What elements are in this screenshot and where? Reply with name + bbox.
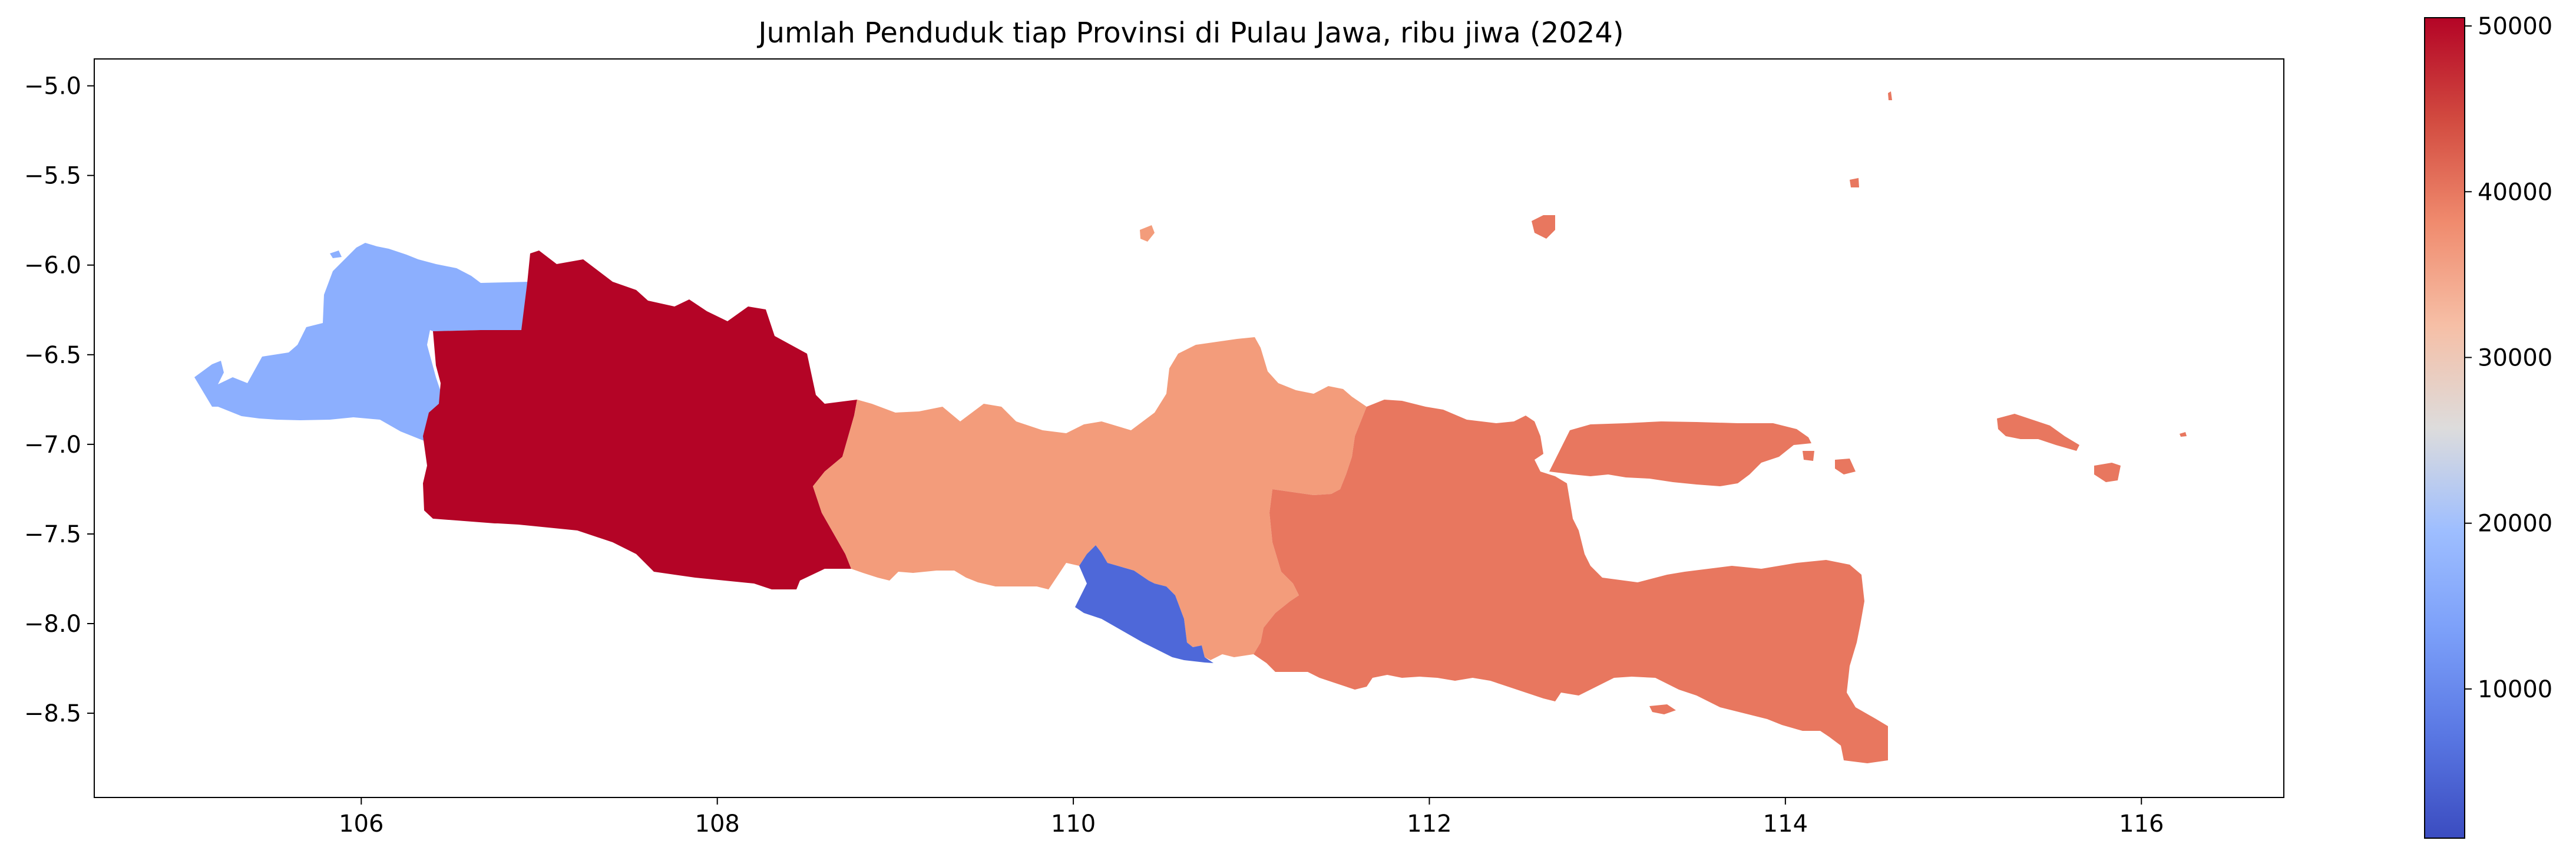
region-jawa-timur-isle-d: [1888, 91, 1892, 100]
x-axis: 106 108 110 112 114 116: [339, 797, 2164, 838]
region-jawa-timur-isle-c: [1850, 178, 1859, 187]
y-tick-label: −6.0: [24, 252, 81, 279]
region-jawa-timur-isle-a: [1835, 459, 1856, 474]
y-tick-label: −7.5: [24, 521, 81, 548]
region-jawa-timur: [1254, 400, 1888, 763]
colorbar-tick-label: 40000: [2478, 179, 2552, 206]
x-tick-label: 112: [1407, 810, 1451, 838]
region-jawa-tengah-karimunjawa: [1140, 225, 1155, 242]
y-axis: −5.0 −5.5 −6.0 −6.5 −7.0 −7.5 −8.0 −8.5: [24, 73, 94, 727]
plot-frame: [94, 58, 2284, 798]
colorbar-tick-label: 20000: [2478, 510, 2552, 538]
y-tick-label: −6.5: [24, 342, 81, 369]
colorbar-tick-label: 30000: [2478, 344, 2552, 371]
region-jawa-timur-nusa-barung: [1649, 704, 1676, 714]
x-tick-label: 110: [1051, 810, 1096, 838]
y-tick-label: −8.0: [24, 611, 81, 638]
y-tick-label: −8.5: [24, 700, 81, 727]
region-banten: [194, 243, 481, 441]
x-tick-label: 114: [1763, 810, 1808, 838]
colorbar-tick-label: 50000: [2478, 13, 2552, 40]
colorbar: 10000 20000 30000 40000 50000: [2424, 13, 2552, 839]
y-tick-label: −5.5: [24, 163, 81, 190]
chart-title: Jumlah Penduduk tiap Provinsi di Pulau J…: [756, 17, 1623, 50]
region-jawa-barat: [423, 250, 857, 589]
y-tick-label: −5.0: [24, 73, 81, 100]
region-jawa-timur-sapudi: [2094, 463, 2121, 482]
colorbar-ticks: 10000 20000 30000 40000 50000: [2465, 13, 2552, 703]
y-tick-label: −7.0: [24, 431, 81, 459]
x-tick-label: 106: [339, 810, 383, 838]
colorbar-gradient: [2424, 17, 2465, 839]
region-jawa-timur-isle-b: [1803, 451, 1814, 461]
region-jawa-timur-isle-e: [2180, 432, 2187, 437]
x-tick-label: 116: [2119, 810, 2164, 838]
region-jawa-timur-madura: [1549, 421, 1811, 486]
region-banten-isle: [330, 250, 342, 258]
region-jawa-timur-bawean: [1532, 215, 1555, 239]
x-tick-label: 108: [695, 810, 740, 838]
map-regions: [194, 91, 2187, 763]
region-dki-jakarta: [481, 282, 530, 330]
region-jawa-timur-kangean: [1997, 414, 2079, 451]
region-di-yogyakarta: [1075, 545, 1213, 663]
colorbar-tick-label: 10000: [2478, 676, 2552, 703]
region-jawa-tengah: [813, 337, 1367, 660]
